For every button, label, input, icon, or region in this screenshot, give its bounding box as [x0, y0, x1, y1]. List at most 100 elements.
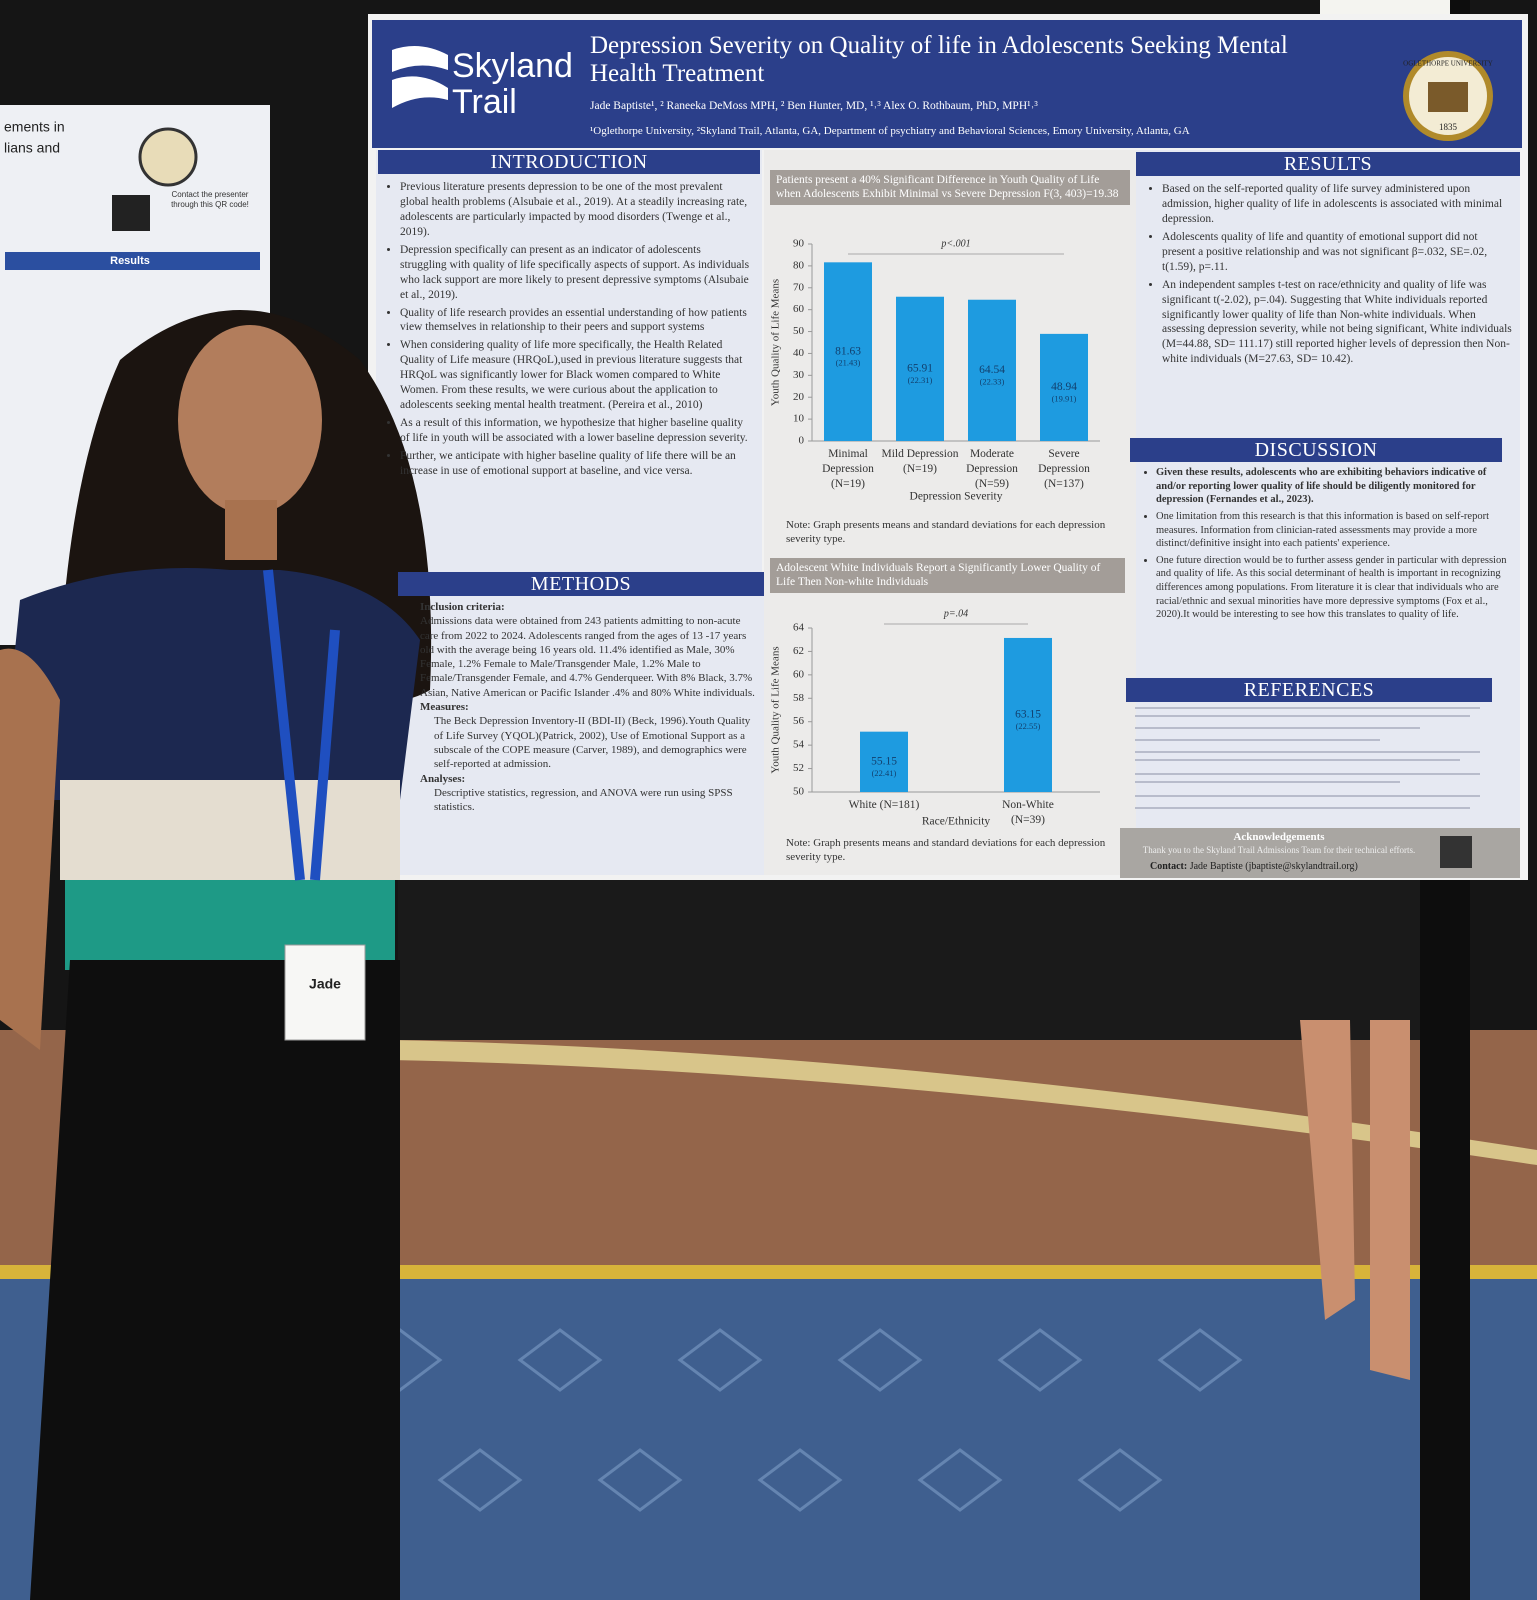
- intro-panel: [376, 150, 762, 580]
- y-tick-label: 20: [793, 391, 805, 403]
- x-tick-label: Mild Depression (N=19): [881, 448, 959, 475]
- passerby-leg: [1370, 1020, 1410, 1380]
- trousers: [30, 960, 400, 1600]
- value-label: 63.15: [1015, 709, 1041, 721]
- y-tick-label: 54: [793, 739, 805, 751]
- x-tick-label: Non-White (N=39): [1002, 799, 1054, 826]
- bullet: One limitation from this research is tha…: [1156, 510, 1510, 551]
- intro-text: Previous literature presents depression …: [384, 180, 750, 482]
- passerby-leg: [1300, 1020, 1355, 1320]
- bullet-list: Given these results, adolescents who are…: [1140, 466, 1510, 622]
- side-text: lians and: [4, 140, 60, 156]
- y-tick-label: 62: [793, 645, 804, 657]
- sd-label: (19.91): [1052, 393, 1077, 403]
- bullet: Further, we anticipate with higher basel…: [400, 449, 750, 479]
- x-axis-label: Depression Severity: [910, 491, 1003, 503]
- reference-lines: [1135, 707, 1480, 809]
- face: [178, 325, 322, 515]
- chart-note: Note: Graph presents means and standard …: [786, 837, 1106, 864]
- section-heading: DISCUSSION: [1130, 438, 1502, 462]
- y-axis-label: Youth Quality of Life Means: [770, 646, 782, 773]
- poster-header: [372, 20, 1522, 148]
- shirt-stripe: [60, 780, 400, 880]
- y-tick-label: 52: [793, 762, 804, 774]
- value-label: 65.91: [907, 363, 933, 375]
- seal-text: OGLETHORPE UNIVERSITY: [1403, 60, 1493, 68]
- ack-text: Thank you to the Skyland Trail Admission…: [1142, 845, 1416, 855]
- bar: [896, 296, 944, 441]
- y-tick-label: 40: [793, 347, 805, 359]
- methods-label: Analyses:: [420, 772, 466, 785]
- contact-label: Contact:: [1150, 861, 1188, 872]
- section-heading: METHODS: [398, 572, 764, 596]
- shirt-top: [0, 568, 420, 800]
- side-poster-bar: [5, 252, 260, 270]
- bullet: Based on the self-reported quality of li…: [1162, 182, 1512, 227]
- side-seal: [138, 127, 198, 187]
- x-axis-label: Race/Ethnicity: [922, 816, 991, 828]
- poster-affiliations: ¹Oglethorpe University, ²Skyland Trail, …: [590, 125, 1190, 137]
- y-tick-label: 56: [793, 715, 805, 727]
- y-tick-label: 64: [793, 622, 805, 634]
- section-heading: RESULTS: [1136, 152, 1520, 176]
- right-panel: [1136, 150, 1520, 875]
- seal-year: 1835: [1439, 122, 1458, 132]
- section-heading: INTRODUCTION: [378, 150, 760, 174]
- section-heading: REFERENCES: [1126, 678, 1492, 702]
- y-tick-label: 90: [793, 238, 805, 250]
- y-tick-label: 50: [793, 325, 805, 337]
- value-label: 55.15: [871, 755, 897, 767]
- value-label: 48.94: [1051, 381, 1077, 393]
- arm: [0, 648, 60, 1050]
- chart-note: Note: Graph presents means and standard …: [786, 519, 1106, 546]
- bar: [1040, 333, 1088, 441]
- x-tick-label: White (N=181): [848, 799, 920, 811]
- x-tick-label: Severe Depression (N=137): [1038, 448, 1090, 490]
- poster-authors: Jade Baptiste¹, ² Raneeka DeMoss MPH, ² …: [590, 100, 1038, 112]
- y-tick-label: 0: [799, 435, 805, 447]
- sd-label: (21.43): [836, 358, 861, 368]
- value-label: 64.54: [979, 364, 1005, 376]
- chart-title: Patients present a 40% Significant Diffe…: [770, 170, 1130, 205]
- bar: [968, 299, 1016, 441]
- methods-body: Descriptive statistics, regression, and …: [434, 786, 733, 814]
- bar: [1004, 637, 1052, 792]
- bullet: Adolescents quality of life and quantity…: [1162, 230, 1512, 275]
- board: [398, 880, 1438, 1040]
- logo-mark: [392, 46, 448, 108]
- side-results: Results: [110, 255, 150, 267]
- methods-panel: [396, 580, 764, 875]
- badge: [284, 944, 366, 1041]
- qr-code: [1440, 836, 1472, 868]
- y-tick-label: 10: [793, 413, 805, 425]
- bullet: Given these results, adolescents who are…: [1156, 466, 1510, 507]
- y-tick-label: 80: [793, 259, 805, 271]
- bullet: One future direction would be to further…: [1156, 554, 1510, 622]
- bullet: Depression specifically can present as a…: [400, 243, 750, 303]
- sd-label: (22.55): [1016, 721, 1041, 731]
- results-text: Based on the self-reported quality of li…: [1146, 182, 1512, 370]
- person: Jade: [0, 310, 432, 1600]
- value-label: 81.63: [835, 345, 861, 357]
- bullet: Quality of life research provides an ess…: [400, 306, 750, 336]
- sd-label: (22.41): [872, 768, 897, 778]
- bullet-list: Previous literature presents depression …: [384, 180, 750, 479]
- methods-body: The Beck Depression Inventory-II (BDI-II…: [434, 715, 751, 771]
- bullet: Previous literature presents depression …: [400, 180, 750, 240]
- y-tick-label: 50: [793, 786, 805, 798]
- methods-label: Inclusion criteria:: [420, 601, 505, 613]
- side-text: ements in: [4, 119, 65, 135]
- annotation: p=.04: [943, 608, 968, 619]
- y-tick-label: 60: [793, 668, 805, 680]
- chart-title: Adolescent White Individuals Report a Si…: [770, 558, 1125, 593]
- y-tick-label: 60: [793, 303, 805, 315]
- logo-text: Trail: [452, 83, 517, 121]
- y-tick-label: 30: [793, 369, 805, 381]
- contact: Contact: Jade Baptiste (jbaptiste@skylan…: [1150, 860, 1440, 873]
- badge-name: Jade: [309, 976, 341, 992]
- bullet: When considering quality of life more sp…: [400, 338, 750, 413]
- lanyard: [263, 569, 340, 881]
- neck: [225, 500, 277, 560]
